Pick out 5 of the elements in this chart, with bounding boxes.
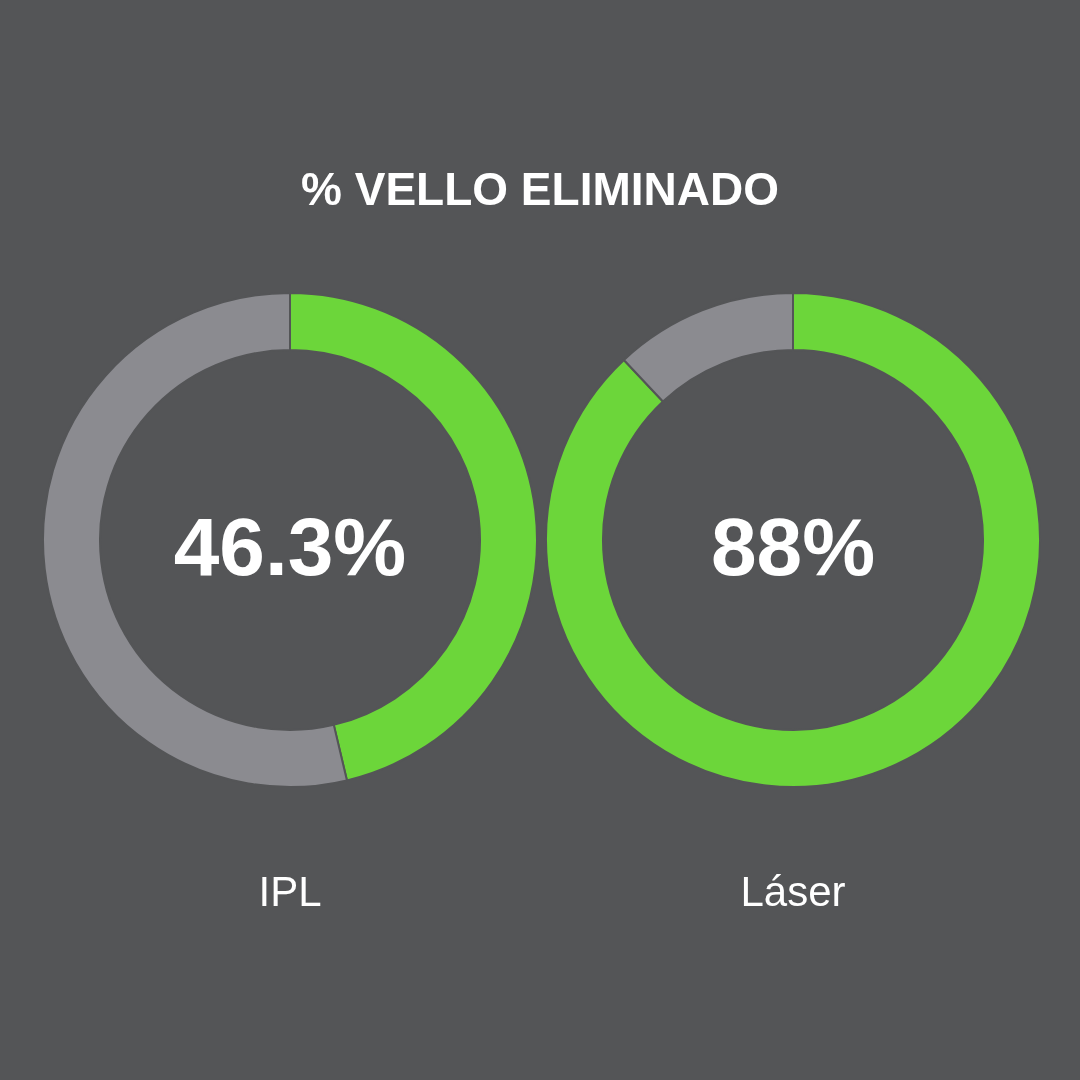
text: 46.3% — [173, 500, 407, 592]
chart-title: % VELLO ELIMINADO — [300, 162, 780, 216]
text: IPL — [257, 868, 323, 916]
text: 88% — [710, 500, 876, 592]
text: Láser — [739, 868, 847, 916]
